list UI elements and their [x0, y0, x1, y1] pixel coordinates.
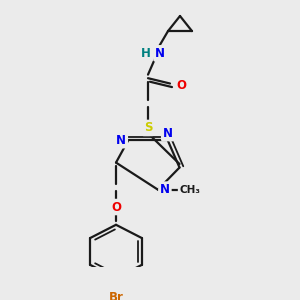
Text: O: O	[111, 200, 121, 214]
Text: N: N	[116, 134, 126, 147]
Text: N: N	[163, 127, 173, 140]
Text: N: N	[155, 47, 165, 60]
Text: CH₃: CH₃	[179, 184, 200, 195]
Text: N: N	[160, 183, 170, 196]
Text: H: H	[141, 47, 151, 60]
Text: S: S	[144, 122, 152, 134]
Text: O: O	[176, 79, 186, 92]
Text: Br: Br	[109, 291, 123, 300]
